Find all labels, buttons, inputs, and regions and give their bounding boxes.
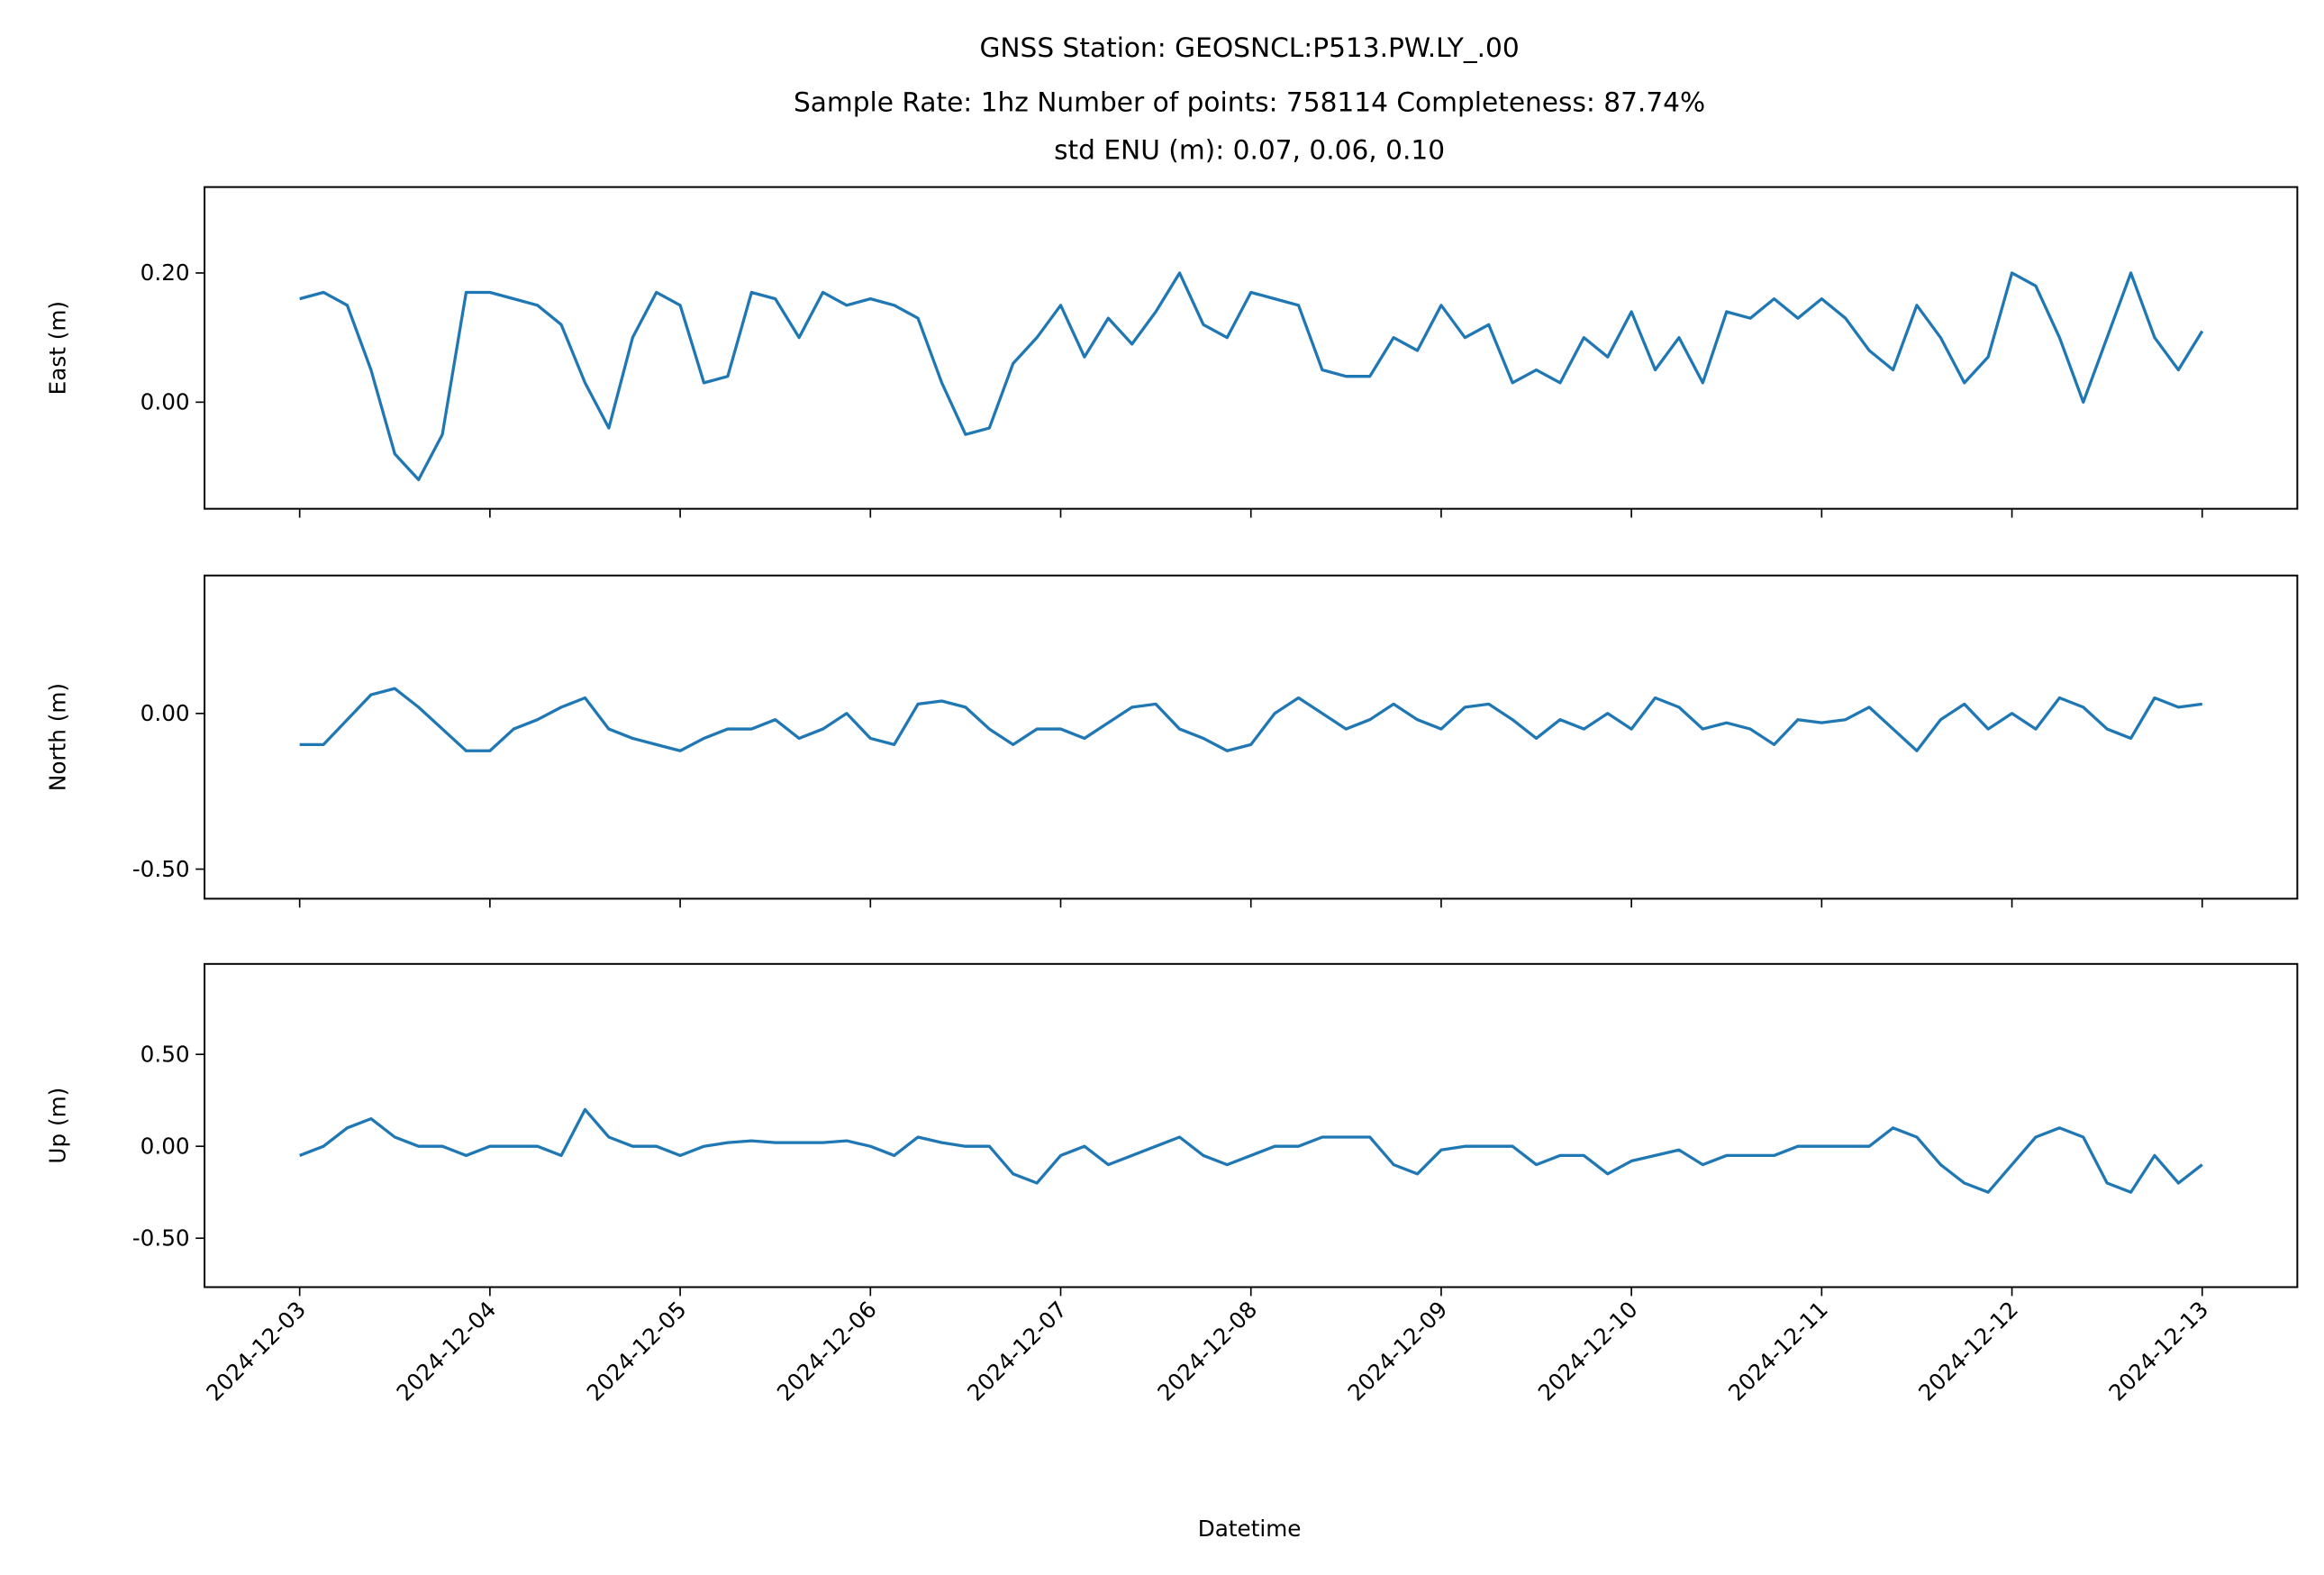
data-line <box>299 1107 2203 1194</box>
y-axis-label: East (m) <box>44 301 70 395</box>
axes-frame <box>204 186 2299 510</box>
y-tick-label: -0.50 <box>132 856 190 882</box>
title-line: std ENU (m): 0.07, 0.06, 0.10 <box>1054 134 1445 165</box>
title-line: GNSS Station: GEOSNCL:P513.PW.LY_.00 <box>979 32 1519 63</box>
x-axis-label: Datetime <box>1198 1516 1302 1542</box>
axes-frame <box>204 962 2299 1288</box>
y-tick-label: -0.50 <box>132 1224 190 1251</box>
data-line <box>299 271 2204 482</box>
y-tick-label: 0.00 <box>141 389 190 415</box>
y-axis-label: North (m) <box>44 683 70 791</box>
y-axis-label: Up (m) <box>44 1088 70 1164</box>
title-line: Sample Rate: 1hz Number of points: 75811… <box>794 87 1705 118</box>
data-line <box>299 687 2202 752</box>
y-tick-label: 0.50 <box>141 1041 190 1067</box>
y-tick-label: 0.20 <box>141 259 190 286</box>
y-tick-label: 0.00 <box>141 1133 190 1159</box>
y-tick-label: 0.00 <box>141 700 190 726</box>
axes-frame <box>204 574 2299 900</box>
